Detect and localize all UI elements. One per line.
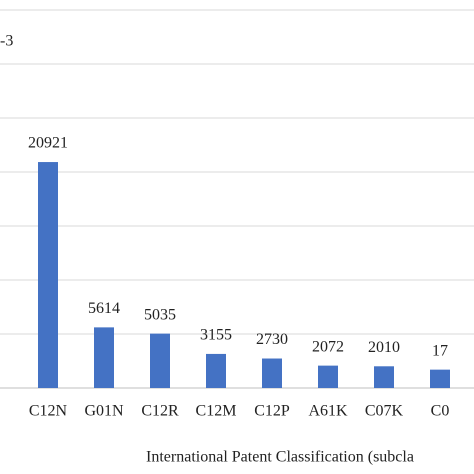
x-tick-label: C12R [141, 403, 179, 420]
bar [318, 365, 338, 388]
bar [430, 369, 450, 388]
bar [374, 366, 394, 388]
bar [262, 358, 282, 388]
x-tick-label: C12N [29, 403, 68, 420]
bar [206, 353, 226, 388]
data-label: 5614 [88, 300, 120, 317]
data-label: 17 [432, 342, 448, 359]
x-tick-label: A61K [308, 403, 348, 420]
x-tick-label: C07K [365, 403, 404, 420]
x-axis-title: International Patent Classification (sub… [146, 449, 414, 466]
x-tick-label: C0 [431, 403, 450, 420]
bar [94, 327, 114, 388]
data-label: 3155 [200, 327, 232, 344]
data-label: 2730 [256, 331, 288, 348]
annotation: -3 [0, 33, 13, 50]
data-label: 2010 [368, 339, 400, 356]
x-tick-label: G01N [84, 403, 124, 420]
data-label: 5035 [144, 306, 176, 323]
data-label: 20921 [28, 135, 68, 152]
data-label: 2072 [312, 338, 344, 355]
x-tick-label: C12P [254, 403, 290, 420]
bar [150, 333, 170, 388]
x-tick-label: C12M [196, 403, 237, 420]
bar [38, 162, 58, 388]
